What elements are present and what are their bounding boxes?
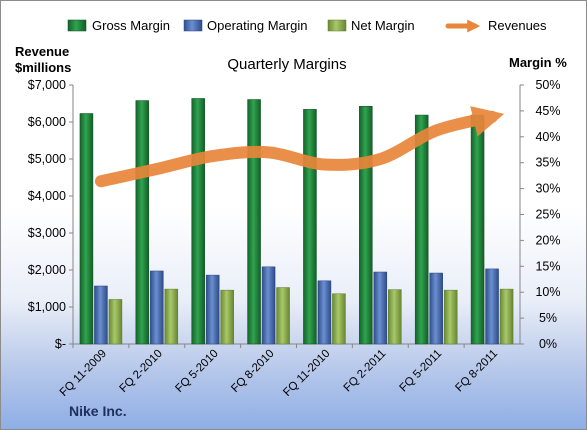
legend-label-operating-margin: Operating Margin (207, 18, 307, 33)
left-tick-label: $6,000 (28, 115, 66, 129)
legend-swatch-gross-margin (67, 19, 87, 32)
net-margin-bar (332, 293, 346, 345)
right-tick-label: 0% (539, 337, 557, 351)
net-margin-bar (276, 287, 290, 345)
revenue-line (94, 106, 505, 188)
right-tick-label: 40% (535, 130, 560, 144)
right-tick-label: 30% (535, 182, 560, 196)
left-tick-label: $7,000 (28, 78, 66, 92)
bar-series (72, 98, 514, 348)
legend-item-net-margin: Net Margin (327, 18, 415, 33)
left-axis-ticks: $- $1,000 $2,000 $3,000 $4,000 $5,000 $6,000 $7… (28, 78, 73, 351)
net-margin-bar (499, 288, 514, 345)
operating-margin-bar (150, 270, 164, 345)
net-margin-bar (108, 299, 123, 345)
right-tick-label: 5% (539, 311, 557, 325)
gross-margin-bar (135, 100, 150, 345)
left-tick-label: $1,000 (28, 300, 66, 314)
right-tick-label: 25% (535, 208, 560, 222)
operating-margin-bar (261, 266, 276, 345)
right-axis-title: Margin % (509, 55, 567, 70)
left-tick-label: $4,000 (28, 189, 66, 203)
x-category-label: FQ 11-2010 (281, 348, 332, 399)
legend-label-gross-margin: Gross Margin (92, 18, 170, 33)
operating-margin-bar (485, 268, 499, 345)
legend-item-operating-margin: Operating Margin (183, 18, 307, 33)
x-category-label: FQ 2-2011 (342, 348, 389, 395)
legend-item-revenues: Revenues (445, 18, 547, 33)
left-tick-label: $3,000 (28, 226, 66, 240)
operating-margin-bar (94, 285, 108, 345)
legend-item-gross-margin: Gross Margin (67, 18, 170, 33)
left-axis-title-line1: Revenue (15, 44, 69, 59)
legend-swatch-operating-margin (183, 19, 203, 32)
left-tick-label: $- (55, 337, 66, 351)
legend: Gross Margin Operating Margin Net Margin… (67, 18, 547, 33)
x-category-label: FQ 8-2010 (229, 348, 276, 395)
right-tick-label: 50% (535, 78, 560, 92)
gross-margin-bar (470, 114, 485, 345)
legend-label-net-margin: Net Margin (351, 18, 415, 33)
operating-margin-bar (317, 280, 332, 345)
gross-margin-bar (359, 105, 373, 345)
x-category-label: FQ 5-2011 (398, 348, 445, 395)
operating-margin-bar (205, 274, 220, 345)
net-margin-bar (443, 289, 458, 345)
operating-margin-bar (429, 272, 443, 345)
legend-swatch-net-margin (327, 19, 347, 32)
gross-margin-bar (191, 98, 205, 345)
category-labels: FQ 11-2009 FQ 2-2010 FQ 5-2010 FQ 8-2010 FQ … (58, 348, 500, 399)
x-category-label: FQ 2-2010 (118, 348, 165, 395)
net-margin-bar (164, 288, 179, 345)
x-category-label: FQ 5-2010 (173, 348, 220, 395)
gross-margin-bar (303, 109, 317, 345)
right-tick-label: 10% (535, 285, 560, 299)
right-tick-label: 35% (535, 156, 560, 170)
right-tick-label: 15% (535, 259, 560, 273)
right-axis-ticks: 0% 5% 10% 15% 20% 25% 30% 35% 40% 45% 50% (520, 78, 561, 351)
right-tick-label: 45% (535, 104, 560, 118)
left-tick-label: $2,000 (28, 263, 66, 277)
gross-margin-bar (414, 114, 429, 345)
legend-label-revenues: Revenues (488, 18, 547, 33)
gross-margin-bar (79, 113, 94, 345)
x-category-label: FQ 8-2011 (453, 348, 500, 395)
net-margin-bar (388, 289, 402, 345)
revenue-line-layer (94, 106, 505, 188)
chart-title: Quarterly Margins (227, 56, 346, 73)
operating-margin-bar (373, 271, 388, 345)
net-margin-bar (220, 289, 234, 345)
left-tick-label: $5,000 (28, 152, 66, 166)
left-axis-title-line2: $millions (15, 60, 71, 75)
company-label: Nike Inc. (69, 403, 127, 419)
right-tick-label: 20% (535, 233, 560, 247)
x-category-label: FQ 11-2009 (58, 348, 109, 399)
gross-margin-bar (247, 99, 261, 345)
